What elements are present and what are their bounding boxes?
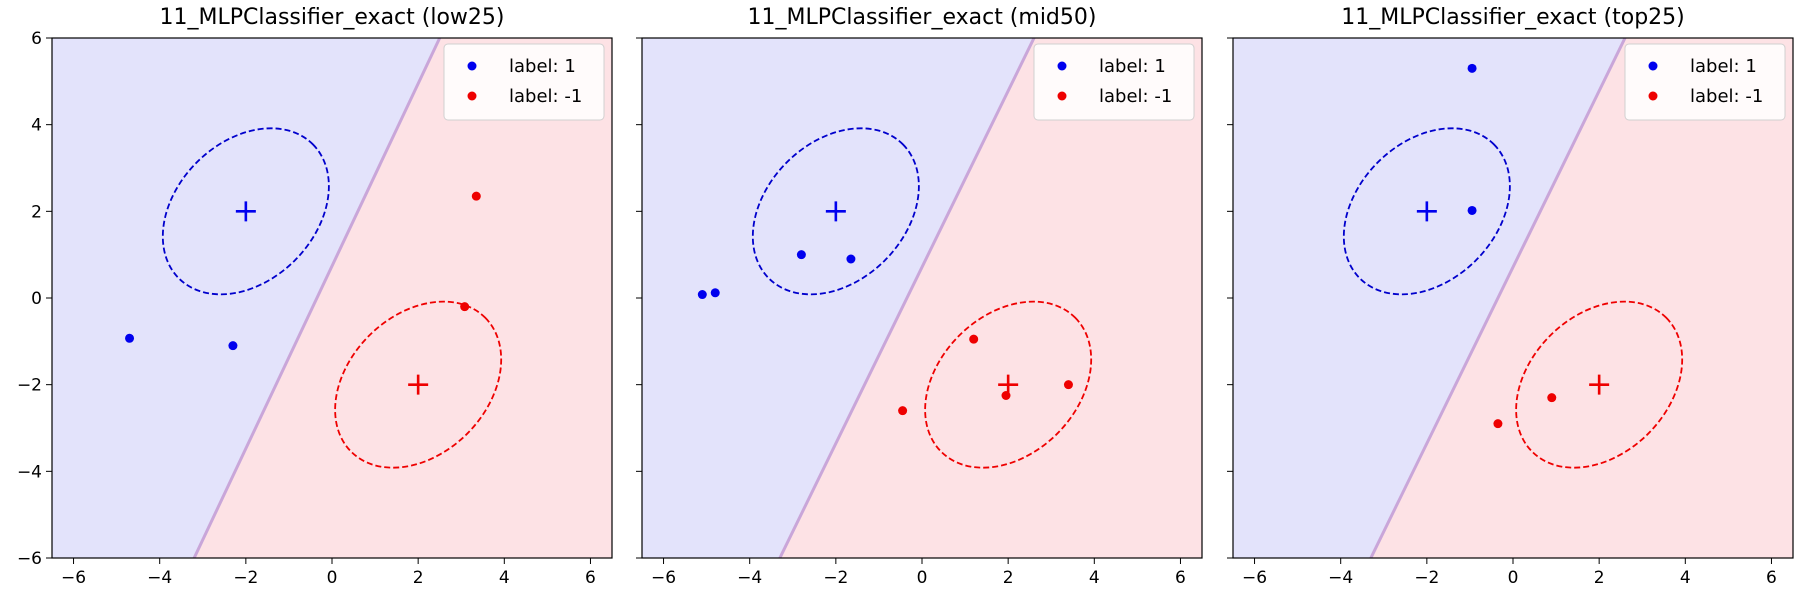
legend-marker — [1648, 91, 1658, 101]
ellipse-label-1 — [751, 127, 920, 296]
x-tick-label: 6 — [585, 568, 596, 588]
plot-area — [1233, 38, 1793, 558]
legend-label: label: -1 — [1099, 86, 1172, 107]
y-tick-label: 0 — [31, 289, 42, 309]
x-tick-label: 2 — [413, 568, 424, 588]
y-tick-label: −6 — [17, 549, 42, 569]
decision-boundary — [1369, 38, 1627, 558]
y-tick-label: 6 — [31, 29, 42, 49]
ellipse-label-neg1 — [924, 300, 1093, 469]
ellipse-label-neg1 — [334, 300, 503, 469]
data-point — [228, 341, 238, 351]
x-tick-label: 4 — [1680, 568, 1691, 588]
center-marker-label-neg1 — [998, 374, 1019, 395]
x-tick-label: 6 — [1175, 568, 1186, 588]
region-label-1 — [642, 38, 1034, 558]
region-label-1 — [1233, 38, 1625, 558]
x-tick-label: −4 — [147, 568, 172, 588]
y-tick-label: 2 — [31, 202, 42, 222]
y-tick-label: 4 — [31, 116, 42, 136]
legend-marker — [467, 61, 477, 71]
x-tick-label: −6 — [1242, 568, 1267, 588]
x-tick-label: 0 — [917, 568, 928, 588]
x-tick-label: 0 — [327, 568, 338, 588]
x-tick-label: −4 — [737, 568, 762, 588]
legend: label: 1 label: -1 — [443, 43, 605, 121]
x-tick-label: 0 — [1508, 568, 1519, 588]
chart-panel-2: −6 −4 −2 0 2 4 6 11_MLPClassifier_exact (mid50)… — [636, 5, 1203, 588]
legend-label: label: -1 — [1690, 86, 1763, 107]
data-point — [471, 191, 481, 201]
ellipse-label-1 — [161, 127, 330, 296]
y-tick-label: −4 — [17, 462, 42, 482]
legend-label: label: 1 — [1690, 56, 1757, 77]
x-tick-label: −4 — [1328, 568, 1353, 588]
data-point — [1063, 380, 1073, 390]
data-point — [1467, 205, 1477, 215]
y-tick-label: −2 — [17, 376, 42, 396]
region-label-1 — [52, 38, 440, 558]
x-tick-label: 2 — [1594, 568, 1605, 588]
plot-area — [642, 38, 1202, 558]
ellipse-label-neg1 — [1515, 300, 1684, 469]
legend: label: 1 label: -1 — [1624, 43, 1786, 121]
decision-boundary — [778, 38, 1036, 558]
chart-panel-3: −6 −4 −2 0 2 4 6 11_MLPClassifier_exact (top25)… — [1227, 5, 1794, 588]
legend-label: label: 1 — [1099, 56, 1166, 77]
chart-title: 11_MLPClassifier_exact (mid50) — [748, 5, 1097, 30]
legend-marker — [1648, 61, 1658, 71]
x-tick-label: −6 — [651, 568, 676, 588]
x-tick-label: −6 — [61, 568, 86, 588]
x-tick-label: 4 — [1089, 568, 1100, 588]
plot-area — [52, 38, 612, 558]
center-marker-label-neg1 — [408, 374, 429, 395]
legend-box — [1033, 43, 1195, 121]
data-point — [846, 254, 856, 264]
legend-label: label: -1 — [509, 86, 582, 107]
x-tick-label: −2 — [233, 568, 258, 588]
x-tick-label: −2 — [823, 568, 848, 588]
data-point — [1547, 393, 1557, 403]
data-point — [1493, 419, 1503, 429]
data-point — [697, 290, 707, 300]
legend-box — [443, 43, 605, 121]
data-point — [796, 250, 806, 260]
data-point — [710, 288, 720, 298]
decision-boundary — [192, 38, 442, 558]
data-point — [1001, 391, 1011, 400]
x-tick-label: 6 — [1766, 568, 1777, 588]
chart-title: 11_MLPClassifier_exact (low25) — [159, 5, 504, 30]
data-point — [125, 333, 135, 343]
data-point — [1467, 63, 1477, 73]
x-tick-label: 2 — [1003, 568, 1014, 588]
legend: label: 1 label: -1 — [1033, 43, 1195, 121]
data-point — [460, 302, 470, 312]
legend-label: label: 1 — [509, 56, 576, 77]
x-tick-label: −2 — [1414, 568, 1439, 588]
x-tick-label: 4 — [499, 568, 510, 588]
center-marker-label-neg1 — [1589, 374, 1610, 395]
chart-panel-1: −6 −4 −2 0 2 4 6 −6 −4 −2 0 2 4 6 11_MLPClassifier_exa… — [17, 5, 613, 588]
data-point — [898, 406, 908, 416]
chart-title: 11_MLPClassifier_exact (top25) — [1341, 5, 1685, 30]
ellipse-label-1 — [1342, 127, 1511, 296]
legend-marker — [1057, 61, 1067, 71]
center-marker-label-1 — [235, 201, 256, 222]
center-marker-label-1 — [825, 201, 846, 222]
legend-box — [1624, 43, 1786, 121]
legend-marker — [467, 91, 477, 101]
center-marker-label-1 — [1416, 201, 1437, 222]
data-point — [969, 334, 979, 344]
legend-marker — [1057, 91, 1067, 101]
